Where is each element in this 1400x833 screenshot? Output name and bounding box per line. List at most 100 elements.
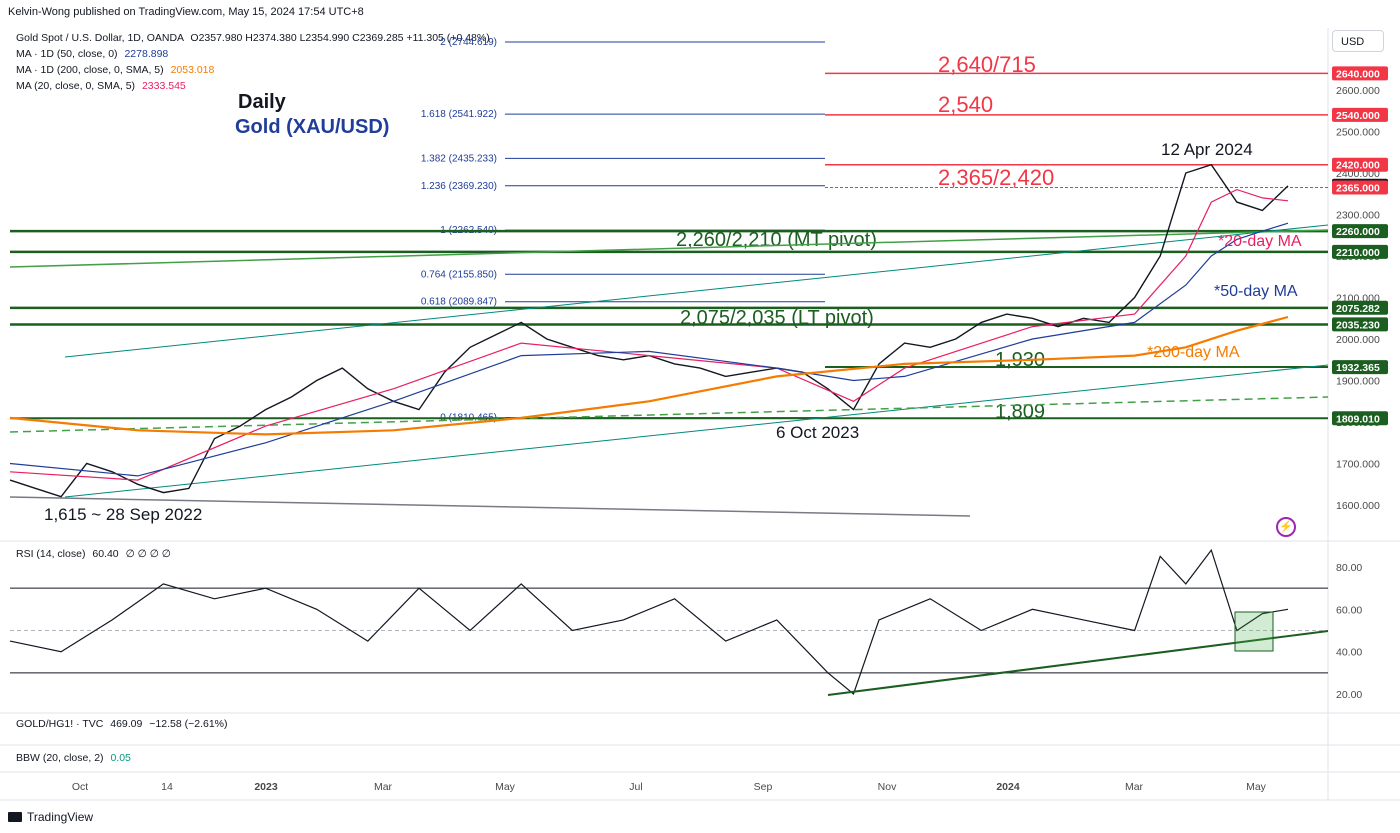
price-label-badge <box>1332 66 1388 81</box>
price-axis-tick: 2600.000 <box>1336 85 1380 97</box>
support-label: 2,260/2,210 (MT pivot) <box>676 229 877 251</box>
price-label-text: 2640.000 <box>1336 68 1380 80</box>
legend-ma50-label: MA · 1D (50, close, 0) <box>16 48 118 60</box>
rsi-axis-tick: 80.00 <box>1336 562 1362 574</box>
support-label: 2,075/2,035 (LT pivot) <box>680 307 874 329</box>
chart-timeframe-title: Daily <box>238 91 286 113</box>
price-label-text: 2035.230 <box>1336 319 1380 331</box>
trendline-green <box>9 229 1329 268</box>
time-axis-tick: Mar <box>1125 781 1144 793</box>
legend-price-label: Gold Spot / U.S. Dollar, 1D, OANDA <box>16 32 184 44</box>
price-axis-tick: 2000.000 <box>1336 334 1380 346</box>
annotation-ma50: *50-day MA <box>1214 283 1298 300</box>
fib-level-label: 0.764 (2155.850) <box>421 269 497 280</box>
annotation-apr-high: 12 Apr 2024 <box>1161 140 1253 159</box>
bolt-icon[interactable]: ⚡ <box>1276 517 1296 537</box>
resistance-label: 2,365/2,420 <box>938 165 1054 190</box>
price-label-badge <box>1332 317 1388 332</box>
trendline-dashed <box>9 396 1329 433</box>
fib-level-label: 0.618 (2089.847) <box>421 297 497 308</box>
resistance-label: 2,640/715 <box>938 52 1036 77</box>
price-label-badge <box>1332 411 1388 426</box>
legend-ma200[interactable]: MA · 1D (200, close, 0, SMA, 5) 2053.018 <box>16 64 214 76</box>
trendline-grey <box>9 496 971 517</box>
rsi-axis-tick: 20.00 <box>1336 689 1362 701</box>
price-label-badge <box>1332 360 1388 375</box>
price-label-text: 1932.365 <box>1336 362 1380 374</box>
legend-ma20-value: 2333.545 <box>141 80 186 92</box>
price-label-badge <box>1332 157 1388 172</box>
price-axis-tick: 1600.000 <box>1336 500 1380 512</box>
price-axis-tick: 1900.000 <box>1336 376 1380 388</box>
rsi-axis-tick: 40.00 <box>1336 647 1362 659</box>
legend-ma50[interactable]: MA · 1D (50, close, 0) 2278.898 <box>16 48 168 60</box>
legend-rsi-label: RSI (14, close) <box>16 548 86 560</box>
time-axis-tick: May <box>1246 781 1267 793</box>
currency-selector-button[interactable]: USD <box>1332 30 1384 52</box>
legend-ma20-label: MA (20, close, 0, SMA, 5) <box>16 80 136 92</box>
annotation-sep-low: 1,615 ~ 28 Sep 2022 <box>44 505 202 524</box>
tradingview-logo-icon <box>8 812 22 822</box>
time-axis-tick: 2023 <box>254 781 278 793</box>
price-axis-tick: 2500.000 <box>1336 127 1380 139</box>
tradingview-logo[interactable]: TradingView <box>8 810 93 824</box>
price-label-text: 2540.000 <box>1336 110 1380 122</box>
legend-bbw-value: 0.05 <box>110 752 131 764</box>
chart-instrument-title: Gold (XAU/USD) <box>235 116 390 138</box>
price-label-text: 2365.000 <box>1336 183 1380 195</box>
legend-rsi[interactable]: RSI (14, close) 60.40 ∅ ∅ ∅ ∅ <box>16 548 171 560</box>
price-label-text: 2260.000 <box>1336 226 1380 238</box>
price-label-text: 2210.000 <box>1336 247 1380 259</box>
price-label-badge <box>1332 300 1388 315</box>
resistance-label: 2,540 <box>938 92 993 117</box>
legend-rsi-extra: ∅ ∅ ∅ ∅ <box>125 548 171 560</box>
legend-ma20[interactable]: MA (20, close, 0, SMA, 5) 2333.545 <box>16 80 186 92</box>
time-axis-tick: Jul <box>629 781 642 793</box>
annotation-ma200: *200-day MA <box>1147 344 1240 361</box>
fib-level-label: 1.382 (2435.233) <box>421 153 497 164</box>
price-axis-tick: 1700.000 <box>1336 459 1380 471</box>
series-price <box>9 163 1289 498</box>
legend-ratio[interactable]: GOLD/HG1! · TVC 469.09 −12.58 (−2.61%) <box>16 718 228 730</box>
time-axis-tick: Nov <box>878 781 897 793</box>
rsi-line <box>9 548 1289 696</box>
fib-level-label: 2 (2744.619) <box>440 37 497 48</box>
legend-ma50-value: 2278.898 <box>124 48 169 60</box>
time-axis-tick: Oct <box>72 781 88 793</box>
trendline-teal-lower <box>64 364 1329 498</box>
legend-ratio-change: −12.58 (−2.61%) <box>149 718 228 730</box>
legend-ratio-label: GOLD/HG1! · TVC <box>16 718 104 730</box>
series-ma200 <box>9 315 1289 436</box>
price-label-badge <box>1332 180 1388 195</box>
price-label-badge <box>1332 244 1388 259</box>
price-axis-tick: 2300.000 <box>1336 210 1380 222</box>
price-label-badge <box>1332 224 1388 239</box>
legend-bbw[interactable]: BBW (20, close, 2) 0.05 <box>16 752 131 764</box>
price-label-text: 2420.000 <box>1336 160 1380 172</box>
series-ma20 <box>9 188 1289 481</box>
rsi-trendline <box>827 630 1329 696</box>
fib-level-label: 1.236 (2369.230) <box>421 181 497 192</box>
legend-price[interactable]: Gold Spot / U.S. Dollar, 1D, OANDA O2357… <box>16 32 490 44</box>
annotation-ma20: *20-day MA <box>1218 233 1302 250</box>
legend-ma200-label: MA · 1D (200, close, 0, SMA, 5) <box>16 64 164 76</box>
time-axis-tick: Mar <box>374 781 393 793</box>
annotation-oct-low: 6 Oct 2023 <box>776 423 859 442</box>
series-ma50 <box>9 222 1289 477</box>
legend-bbw-label: BBW (20, close, 2) <box>16 752 104 764</box>
price-label-text: 1809.010 <box>1336 413 1380 425</box>
footer-brand-label: TradingView <box>27 810 94 824</box>
legend-ma200-value: 2053.018 <box>170 64 215 76</box>
legend-ratio-value: 469.09 <box>110 718 143 730</box>
legend-ohlc: O2357.980 H2374.380 L2354.990 C2369.285 … <box>190 32 490 44</box>
time-axis-tick: 2024 <box>996 781 1020 793</box>
fib-level-label: 1.618 (2541.922) <box>421 109 497 120</box>
time-axis-tick: May <box>495 781 516 793</box>
price-label-badge <box>1332 107 1388 122</box>
support-label: 1,809 <box>995 401 1045 423</box>
time-axis-tick: 14 <box>161 781 173 793</box>
trendline-teal-upper <box>64 224 1329 358</box>
rsi-axis-tick: 60.00 <box>1336 604 1362 616</box>
rsi-highlight-box <box>1234 611 1274 652</box>
